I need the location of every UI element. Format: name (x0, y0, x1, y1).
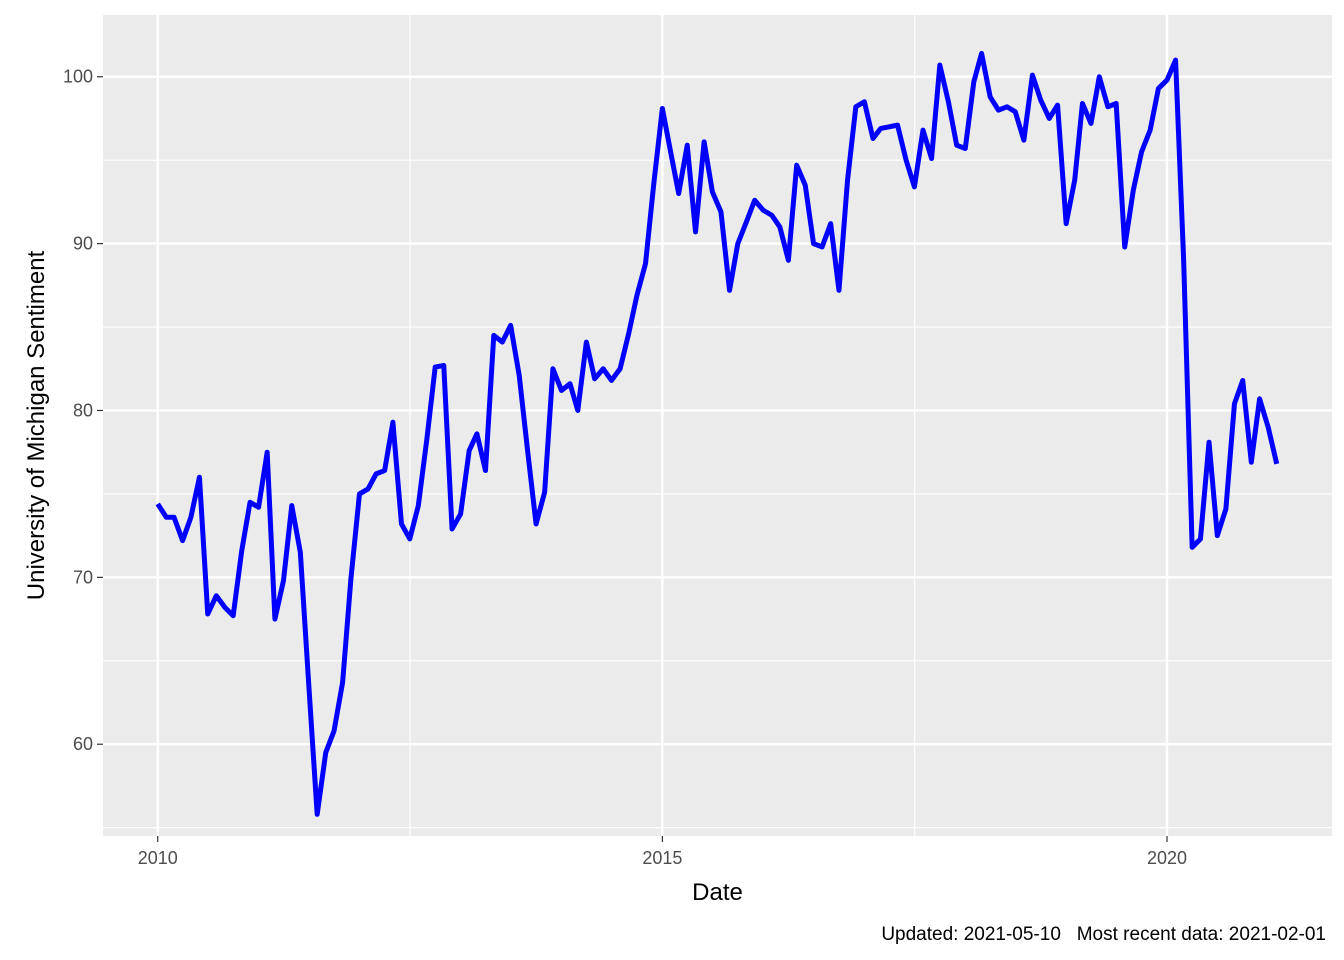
x-tick-label: 2010 (138, 848, 178, 868)
x-tick-label: 2020 (1147, 848, 1187, 868)
major-gridlines-x (156, 15, 1169, 836)
y-tick-label: 100 (63, 67, 93, 87)
minor-gridlines-x (409, 15, 916, 836)
y-tick-label: 70 (73, 567, 93, 587)
y-axis: 60 70 80 90 100 (63, 67, 103, 754)
x-tick-label: 2015 (642, 848, 682, 868)
x-axis-title: Date (692, 879, 743, 906)
chart-caption: Updated: 2021-05-10 Most recent data: 20… (881, 924, 1326, 945)
y-tick-label: 90 (73, 234, 93, 254)
y-tick-label: 60 (73, 734, 93, 754)
sentiment-series-line (155, 50, 1280, 817)
y-tick-label: 80 (73, 400, 93, 420)
x-axis: 2010 2015 2020 (138, 836, 1187, 868)
y-axis-title: University of Michigan Sentiment (23, 250, 50, 600)
